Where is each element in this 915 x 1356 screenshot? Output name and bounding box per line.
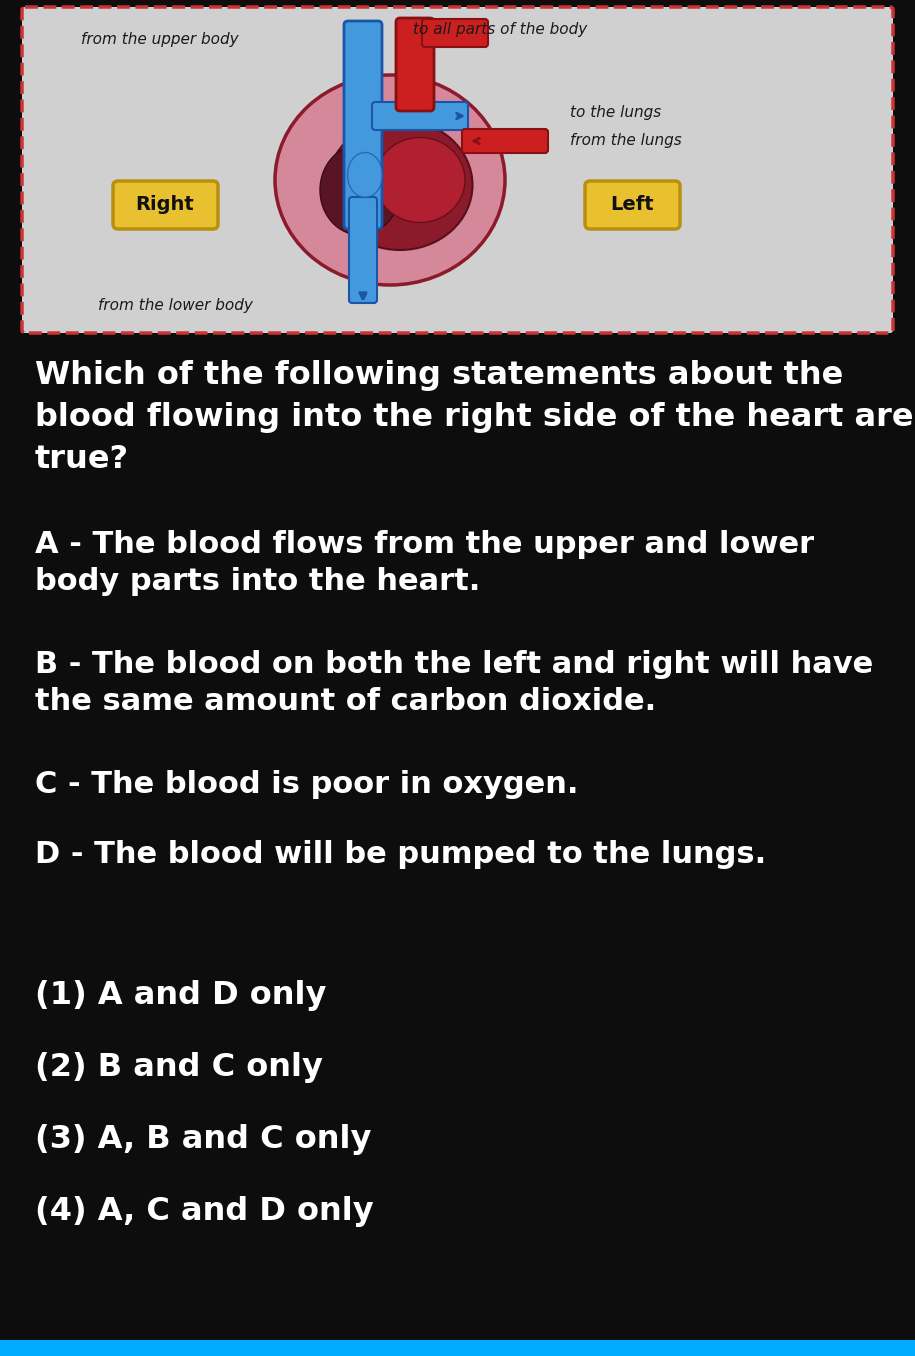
FancyBboxPatch shape	[372, 102, 468, 130]
Ellipse shape	[348, 152, 382, 198]
Bar	[0, 1340, 915, 1356]
Ellipse shape	[320, 145, 400, 235]
Text: (1) A and D only: (1) A and D only	[35, 980, 327, 1012]
Text: B - The blood on both the left and right will have
the same amount of carbon dio: B - The blood on both the left and right…	[35, 650, 873, 716]
Text: A - The blood flows from the upper and lower
body parts into the heart.: A - The blood flows from the upper and l…	[35, 530, 814, 597]
Text: Left: Left	[610, 195, 654, 214]
Text: D - The blood will be pumped to the lungs.: D - The blood will be pumped to the lung…	[35, 839, 766, 869]
Text: (3) A, B and C only: (3) A, B and C only	[35, 1124, 371, 1155]
FancyBboxPatch shape	[396, 18, 434, 111]
FancyBboxPatch shape	[422, 19, 488, 47]
Text: C - The blood is poor in oxygen.: C - The blood is poor in oxygen.	[35, 770, 578, 799]
Text: Which of the following statements about the
blood flowing into the right side of: Which of the following statements about …	[35, 359, 913, 475]
FancyBboxPatch shape	[113, 180, 218, 229]
Ellipse shape	[275, 75, 505, 285]
Text: from the upper body: from the upper body	[81, 33, 239, 47]
FancyBboxPatch shape	[462, 129, 548, 153]
Text: to the lungs: to the lungs	[570, 104, 662, 119]
FancyBboxPatch shape	[344, 20, 382, 229]
FancyBboxPatch shape	[349, 197, 377, 302]
Text: from the lungs: from the lungs	[570, 133, 682, 148]
Text: (4) A, C and D only: (4) A, C and D only	[35, 1196, 373, 1227]
Ellipse shape	[375, 137, 465, 222]
Ellipse shape	[328, 119, 472, 250]
Text: (2) B and C only: (2) B and C only	[35, 1052, 323, 1083]
FancyBboxPatch shape	[22, 7, 893, 334]
FancyBboxPatch shape	[585, 180, 680, 229]
Text: from the lower body: from the lower body	[98, 298, 253, 313]
Text: to all parts of the body: to all parts of the body	[413, 22, 587, 37]
Text: Right: Right	[135, 195, 194, 214]
